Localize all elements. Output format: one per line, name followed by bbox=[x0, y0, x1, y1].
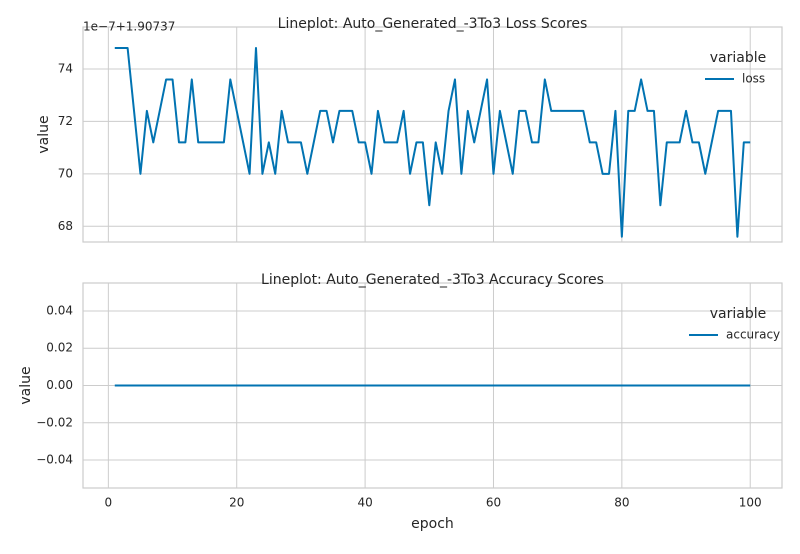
y-tick-label: 0.02 bbox=[46, 341, 73, 355]
y-tick-label: 72 bbox=[58, 114, 73, 128]
chart-title: Lineplot: Auto_Generated_-3To3 Loss Scor… bbox=[278, 16, 588, 32]
y-tick-label: −0.02 bbox=[36, 415, 73, 429]
axes-frame bbox=[82, 26, 783, 243]
x-tick-label: 40 bbox=[357, 496, 372, 510]
axes-frame bbox=[82, 282, 783, 489]
line bbox=[114, 46, 751, 238]
chart-title: Lineplot: Auto_Generated_-3To3 Accuracy … bbox=[261, 272, 604, 288]
legend-label: accuracy bbox=[726, 328, 780, 342]
y-tick-label: −0.04 bbox=[36, 453, 73, 467]
y-tick-label: 74 bbox=[58, 61, 73, 75]
y-offset-label: 1e−7+1.90737 bbox=[83, 20, 175, 34]
x-tick-label: 60 bbox=[486, 496, 501, 510]
legend-title: variable bbox=[710, 306, 766, 322]
x-tick-label: 80 bbox=[614, 496, 629, 510]
y-tick-label: 70 bbox=[58, 166, 73, 180]
x-tick-label: 0 bbox=[105, 496, 113, 510]
y-tick-label: 68 bbox=[58, 219, 73, 233]
y-tick-label: 0.00 bbox=[46, 378, 73, 392]
x-tick-label: 20 bbox=[229, 496, 244, 510]
y-axis-label: value bbox=[36, 115, 52, 153]
legend-title: variable bbox=[710, 50, 766, 66]
y-tick-label: 0.04 bbox=[46, 303, 73, 317]
y-axis-label: value bbox=[18, 366, 34, 404]
legend-label: loss bbox=[742, 72, 765, 86]
x-tick-label: 100 bbox=[739, 496, 762, 510]
x-axis-label: epoch bbox=[411, 516, 454, 532]
